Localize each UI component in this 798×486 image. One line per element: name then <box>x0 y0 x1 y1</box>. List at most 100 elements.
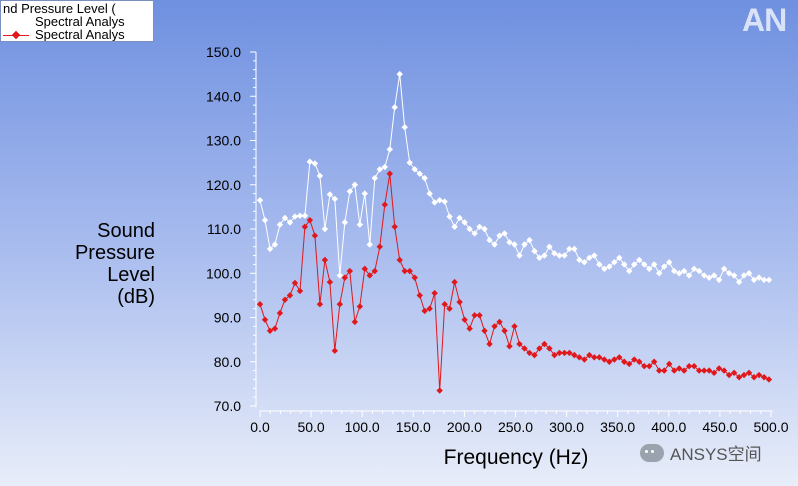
data-point <box>631 261 638 268</box>
data-point <box>581 258 588 266</box>
data-point <box>611 356 618 363</box>
data-point <box>256 197 264 204</box>
data-point <box>431 289 438 297</box>
y-axis-title-line: Level <box>107 264 155 286</box>
data-point <box>326 278 334 286</box>
data-point <box>426 190 433 197</box>
data-point <box>356 303 364 310</box>
data-point <box>346 188 354 195</box>
data-point <box>695 267 703 275</box>
data-point <box>391 104 398 111</box>
data-point <box>401 124 408 131</box>
data-point <box>446 305 453 312</box>
data-point <box>601 356 608 363</box>
data-point <box>646 265 653 273</box>
data-point <box>526 236 533 244</box>
data-point <box>536 254 543 261</box>
data-point <box>700 272 708 279</box>
x-tick-label: 0.0 <box>250 419 270 435</box>
data-point <box>341 219 349 226</box>
data-point <box>576 354 583 361</box>
data-point <box>636 256 643 264</box>
data-point <box>456 298 463 306</box>
data-point <box>261 216 269 224</box>
data-point <box>621 358 628 365</box>
watermark-text: ANSYS空间 <box>670 445 762 464</box>
data-point <box>650 358 658 365</box>
data-point <box>666 360 673 368</box>
data-point <box>306 158 314 165</box>
data-point <box>411 166 418 173</box>
data-point <box>571 245 578 253</box>
data-point <box>740 371 748 379</box>
y-axis-tick-labels: 70.0 80.0 90.0 100.0 110.0 120.0 130.0 140.0 150… <box>206 44 241 414</box>
data-point <box>501 327 508 334</box>
legend-title: nd Pressure Level ( <box>3 1 116 16</box>
x-tick-label: 400.0 <box>651 419 686 435</box>
data-point <box>366 272 373 279</box>
x-tick-label: 150.0 <box>396 419 431 435</box>
legend-entry-series-1[interactable]: Spectral Analys <box>3 15 125 28</box>
data-point <box>316 301 324 308</box>
y-tick-label: 90.0 <box>214 310 241 326</box>
data-point <box>700 367 708 374</box>
data-point <box>720 367 728 374</box>
data-point <box>261 316 269 323</box>
data-point <box>636 358 643 365</box>
data-point <box>311 160 319 167</box>
data-point <box>596 354 603 361</box>
data-point <box>661 263 668 270</box>
data-point <box>690 362 698 370</box>
y-tick-label: 120.0 <box>206 177 241 193</box>
data-point <box>436 387 443 394</box>
data-point <box>351 181 359 188</box>
data-point <box>271 241 279 248</box>
data-point <box>406 159 413 166</box>
data-point <box>611 258 618 266</box>
data-point <box>765 276 773 284</box>
data-point <box>551 250 558 257</box>
data-point <box>491 323 498 330</box>
legend-entry-series-2[interactable]: Spectral Analys <box>3 28 125 41</box>
y-tick-label: 100.0 <box>206 265 241 281</box>
data-point <box>671 267 678 275</box>
data-point <box>516 340 523 348</box>
data-point <box>361 265 368 273</box>
data-point <box>546 243 553 250</box>
data-point <box>586 254 593 261</box>
data-point <box>481 327 488 334</box>
data-point <box>276 309 284 317</box>
data-point <box>451 278 458 286</box>
x-axis-title: Frequency (Hz) <box>444 446 589 469</box>
data-point <box>421 174 428 182</box>
y-tick-label: 150.0 <box>206 44 241 60</box>
x-tick-label: 300.0 <box>549 419 584 435</box>
y-tick-label: 110.0 <box>207 221 241 237</box>
data-point <box>256 301 264 308</box>
data-point <box>596 261 603 268</box>
diamond-marker-icon <box>3 17 29 27</box>
data-point <box>586 351 593 359</box>
data-point <box>301 223 309 230</box>
data-point <box>556 349 563 357</box>
data-point <box>296 287 304 295</box>
legend-panel[interactable]: nd Pressure Level ( Spectral Analys Spec… <box>0 0 154 42</box>
data-point <box>271 325 279 332</box>
data-point <box>471 312 478 319</box>
data-point <box>655 270 663 277</box>
x-tick-label: 450.0 <box>702 419 737 435</box>
data-point <box>511 323 518 330</box>
data-point <box>451 223 458 230</box>
legend-entry-label: Spectral Analys <box>35 14 125 29</box>
data-point <box>291 279 299 287</box>
data-point <box>331 347 339 354</box>
data-point <box>391 223 398 230</box>
data-point <box>755 371 763 379</box>
data-point <box>690 265 698 273</box>
data-point <box>760 276 768 284</box>
data-point <box>745 270 753 277</box>
data-point <box>760 374 768 381</box>
